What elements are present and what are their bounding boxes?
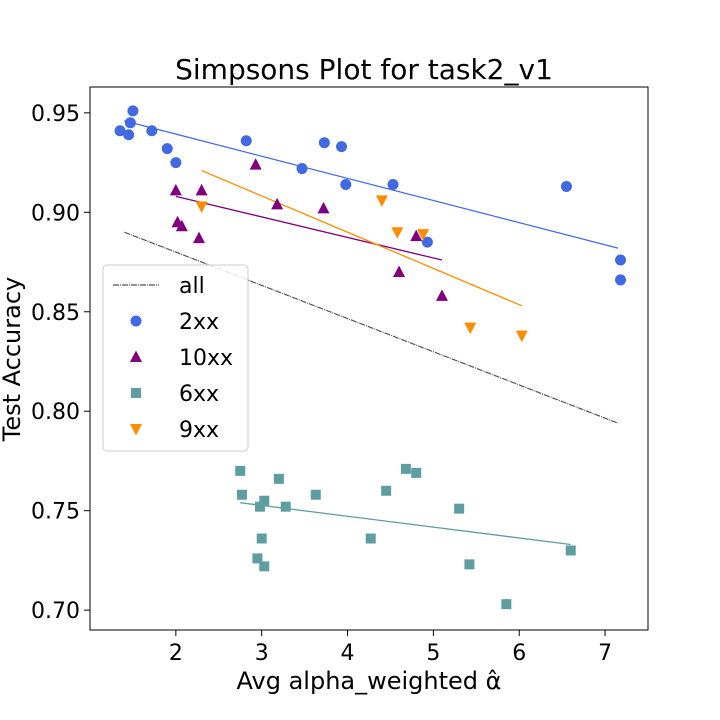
point-9xx-0: [195, 201, 208, 213]
point-6xx-11: [381, 485, 392, 496]
y-tick-label: 0.80: [31, 400, 80, 425]
x-tick-label: 6: [512, 641, 526, 666]
point-9xx-4: [464, 322, 477, 335]
legend-handle-9xx: [130, 424, 142, 436]
legend: all 2xx 10xx 6xx 9xx: [102, 264, 249, 452]
point-2xx-6: [170, 157, 182, 169]
point-6xx-0: [235, 465, 246, 476]
legend-handle-6xx: [131, 388, 141, 398]
chart-title: Simpsons Plot for task2_v1: [175, 53, 553, 86]
y-axis-label: Test Accuracy: [0, 277, 26, 442]
point-6xx-16: [501, 599, 512, 610]
y-tick-label: 0.75: [31, 500, 80, 525]
point-2xx-13: [421, 236, 433, 248]
point-2xx-12: [387, 178, 399, 190]
y-tick-label: 0.70: [31, 599, 80, 624]
x-tick-label: 4: [341, 641, 355, 666]
point-10xx-3: [193, 231, 206, 244]
point-6xx-9: [310, 489, 321, 500]
fit-line-10xx: [175, 195, 443, 261]
point-2xx-2: [124, 117, 136, 129]
legend-label-10xx: 10xx: [179, 346, 233, 371]
x-axis: 2 3 4 5 6 7: [169, 630, 612, 666]
x-tick-label: 3: [255, 641, 269, 666]
point-9xx-2: [391, 227, 404, 239]
point-10xx-8: [393, 265, 406, 277]
point-6xx-8: [280, 501, 291, 512]
fit-line-all: [124, 231, 619, 424]
point-2xx-7: [240, 135, 252, 147]
point-2xx-0: [114, 125, 126, 137]
point-2xx-1: [123, 129, 135, 141]
point-6xx-5: [259, 561, 270, 572]
point-9xx-1: [375, 195, 388, 207]
point-10xx-2: [175, 219, 188, 232]
point-6xx-7: [273, 473, 284, 484]
point-9xx-5: [515, 330, 528, 343]
point-2xx-15: [615, 254, 627, 266]
point-2xx-16: [615, 274, 627, 286]
point-2xx-4: [146, 125, 158, 137]
point-6xx-12: [400, 463, 411, 474]
point-6xx-3: [254, 501, 265, 512]
point-10xx-6: [271, 197, 284, 210]
y-axis: 0.70 0.75 0.80 0.85 0.90 0.95: [31, 102, 90, 624]
point-6xx-6: [259, 495, 270, 506]
point-9xx-3: [417, 229, 430, 241]
x-tick-label: 5: [426, 641, 440, 666]
data-points: [114, 105, 627, 610]
fit-line-9xx: [201, 169, 523, 307]
legend-box: [102, 264, 249, 452]
point-6xx-1: [236, 489, 247, 500]
point-6xx-2: [252, 553, 263, 564]
point-2xx-5: [161, 143, 173, 155]
legend-label-6xx: 6xx: [179, 382, 219, 407]
y-tick-label: 0.90: [31, 201, 80, 226]
y-tick-label: 0.85: [31, 301, 80, 326]
legend-label-9xx: 9xx: [179, 418, 219, 443]
point-10xx-4: [195, 183, 208, 196]
point-2xx-14: [560, 180, 572, 192]
point-2xx-11: [340, 178, 352, 190]
fit-lines: [124, 120, 619, 546]
y-tick-label: 0.95: [31, 102, 80, 127]
plot-area: [89, 86, 649, 631]
point-6xx-15: [464, 559, 475, 570]
point-6xx-13: [411, 467, 422, 478]
point-6xx-14: [454, 503, 465, 514]
point-10xx-10: [435, 289, 448, 301]
legend-label-2xx: 2xx: [179, 310, 219, 335]
point-2xx-9: [318, 137, 330, 149]
point-10xx-9: [410, 229, 423, 242]
point-6xx-10: [365, 533, 376, 544]
point-10xx-7: [317, 201, 330, 214]
fit-line-6xx: [240, 502, 571, 546]
legend-handle-2xx: [130, 315, 142, 327]
point-6xx-4: [256, 533, 267, 544]
point-2xx-8: [296, 163, 308, 175]
point-2xx-10: [336, 141, 348, 153]
point-10xx-0: [169, 183, 182, 196]
x-axis-label: Avg alpha_weighted α̂: [237, 667, 502, 695]
fit-line-2xx: [124, 120, 619, 249]
point-6xx-17: [565, 545, 576, 556]
x-tick-label: 7: [598, 641, 612, 666]
point-2xx-3: [127, 105, 139, 117]
legend-label-all: all: [179, 274, 205, 299]
x-tick-label: 2: [169, 641, 183, 666]
legend-handle-10xx: [130, 350, 142, 362]
point-10xx-5: [249, 158, 262, 170]
